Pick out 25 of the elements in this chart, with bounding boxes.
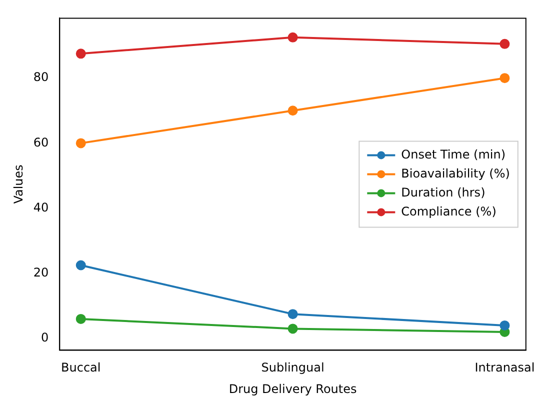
y-tick-label: 20 — [33, 266, 49, 280]
x-tick-label: Buccal — [60, 360, 101, 375]
y-tick-label: 40 — [33, 200, 49, 214]
point — [500, 320, 510, 330]
point — [76, 314, 86, 324]
legend-label: Duration (hrs) — [401, 185, 486, 200]
x-tick-label: Sublingual — [261, 360, 324, 375]
y-tick-label: 60 — [33, 135, 49, 150]
point — [76, 260, 86, 270]
legend-label: Compliance (%) — [401, 204, 496, 218]
point — [288, 106, 298, 116]
y-axis-title: Values — [11, 164, 26, 204]
point — [76, 48, 86, 59]
point — [76, 138, 86, 148]
point — [500, 38, 510, 49]
point — [288, 309, 298, 320]
legend-label: Onset Time (min) — [401, 147, 506, 162]
x-tick-label: Intranasal — [474, 360, 535, 375]
point — [288, 324, 298, 334]
point — [288, 32, 298, 42]
point — [500, 73, 510, 84]
y-tick-label: 80 — [33, 70, 49, 84]
legend-label: Bioavailability (%) — [401, 166, 510, 180]
y-tick-label: 0 — [41, 330, 49, 345]
x-axis-title: Drug Delivery Routes — [228, 382, 357, 396]
